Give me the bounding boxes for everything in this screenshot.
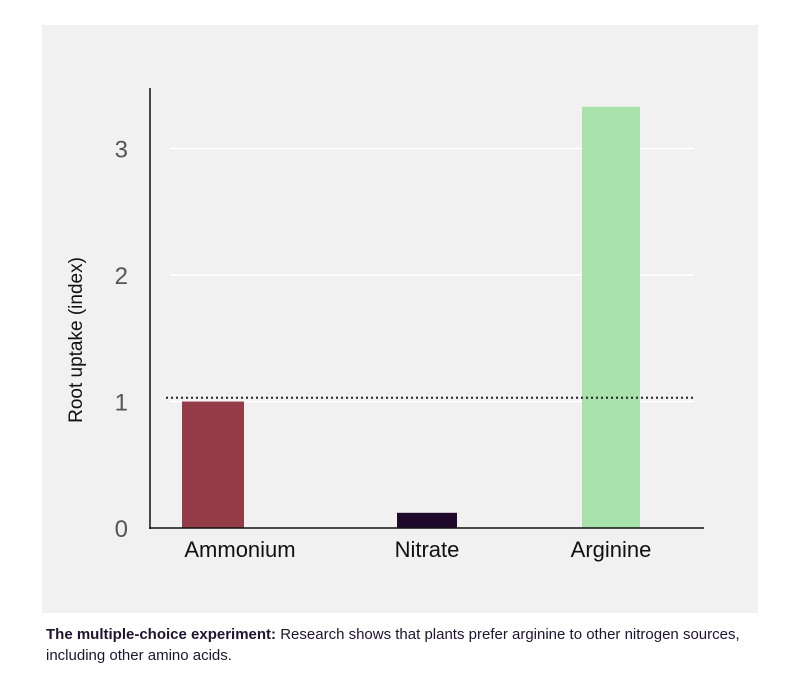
bar-ammonium: [182, 401, 244, 528]
bar-arginine: [582, 106, 640, 528]
y-tick-label-3: 3: [115, 137, 128, 164]
x-category-label-ammonium: Ammonium: [184, 537, 295, 562]
x-category-label-arginine: Arginine: [571, 537, 652, 562]
figure-caption: The multiple-choice experiment: Research…: [46, 624, 776, 666]
caption-text: Research shows that plants prefer argini…: [46, 626, 740, 664]
caption-bold: The multiple-choice experiment:: [46, 626, 277, 643]
bar-chart: 0 1 2 3 Ammonium Nitrate Arginine Root uptake…: [66, 88, 704, 562]
y-tick-label-2: 2: [115, 263, 128, 290]
chart-panel: 0 1 2 3 Ammonium Nitrate Arginine Root uptake…: [42, 25, 758, 613]
y-tick-label-0: 0: [115, 516, 128, 543]
y-axis-label: Root uptake (index): [66, 257, 87, 423]
y-tick-label-1: 1: [115, 390, 128, 417]
x-category-label-nitrate: Nitrate: [395, 537, 460, 562]
bar-nitrate: [397, 512, 457, 528]
